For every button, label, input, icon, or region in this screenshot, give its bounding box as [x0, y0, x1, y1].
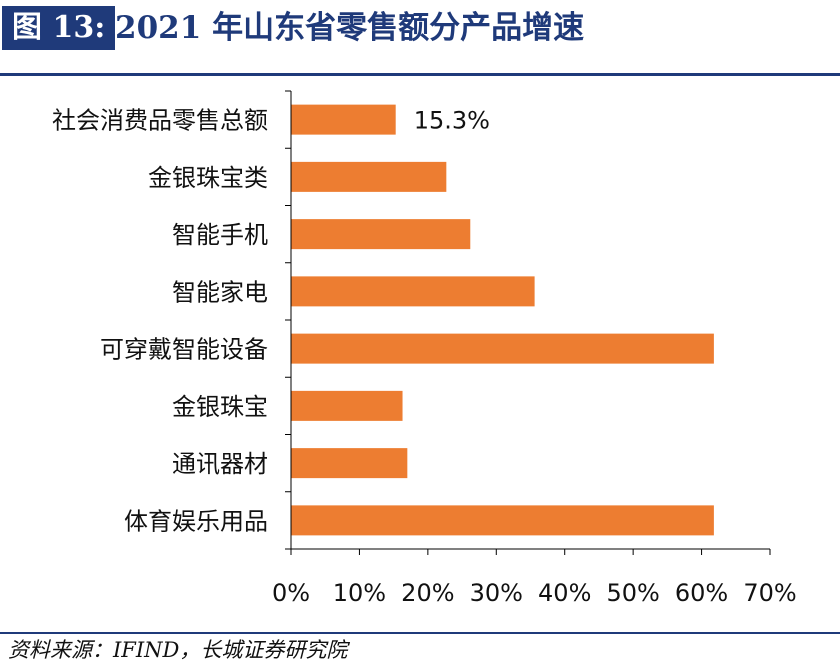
figure-header: 图 13: 2021 年山东省零售额分产品增速: [0, 0, 840, 58]
bars-layer: [291, 104, 714, 536]
x-tick-label: 0%: [272, 579, 310, 607]
category-label: 智能家电: [172, 278, 268, 306]
x-tick-label: 20%: [401, 579, 454, 607]
category-label: 金银珠宝类: [148, 164, 268, 192]
x-tick-label: 40%: [538, 579, 591, 607]
bar-0: [291, 104, 396, 135]
bar-4: [291, 333, 714, 364]
category-label: 可穿戴智能设备: [100, 336, 268, 364]
x-tick-label: 50%: [606, 579, 659, 607]
figure-label: 图 13:: [2, 6, 116, 50]
bar-5: [291, 390, 403, 421]
category-label: 金银珠宝: [172, 393, 268, 421]
category-label: 智能手机: [172, 221, 268, 249]
source-note: 资料来源：IFIND，长城证券研究院: [8, 638, 348, 662]
bar-7: [291, 505, 714, 536]
bar-1: [291, 161, 447, 192]
bar-2: [291, 219, 471, 250]
category-label: 通讯器材: [172, 450, 268, 478]
header-divider: [0, 73, 840, 76]
x-tick-label: 30%: [470, 579, 523, 607]
bar-3: [291, 276, 535, 307]
labels-layer: 社会消费品零售总额 15.3% 金银珠宝类智能手机智能家电可穿戴智能设备金银珠宝通讯…: [52, 107, 797, 607]
data-label: 15.3%: [414, 107, 490, 135]
category-label: 社会消费品零售总额: [52, 107, 268, 135]
x-tick-label: 70%: [743, 579, 796, 607]
category-label: 体育娱乐用品: [124, 507, 268, 535]
figure-title: 2021 年山东省零售额分产品增速: [115, 10, 585, 46]
x-tick-label: 10%: [333, 579, 386, 607]
bar-6: [291, 448, 408, 479]
x-tick-label: 60%: [675, 579, 728, 607]
axis-layer: [285, 90, 771, 555]
footer-divider: [0, 632, 840, 634]
